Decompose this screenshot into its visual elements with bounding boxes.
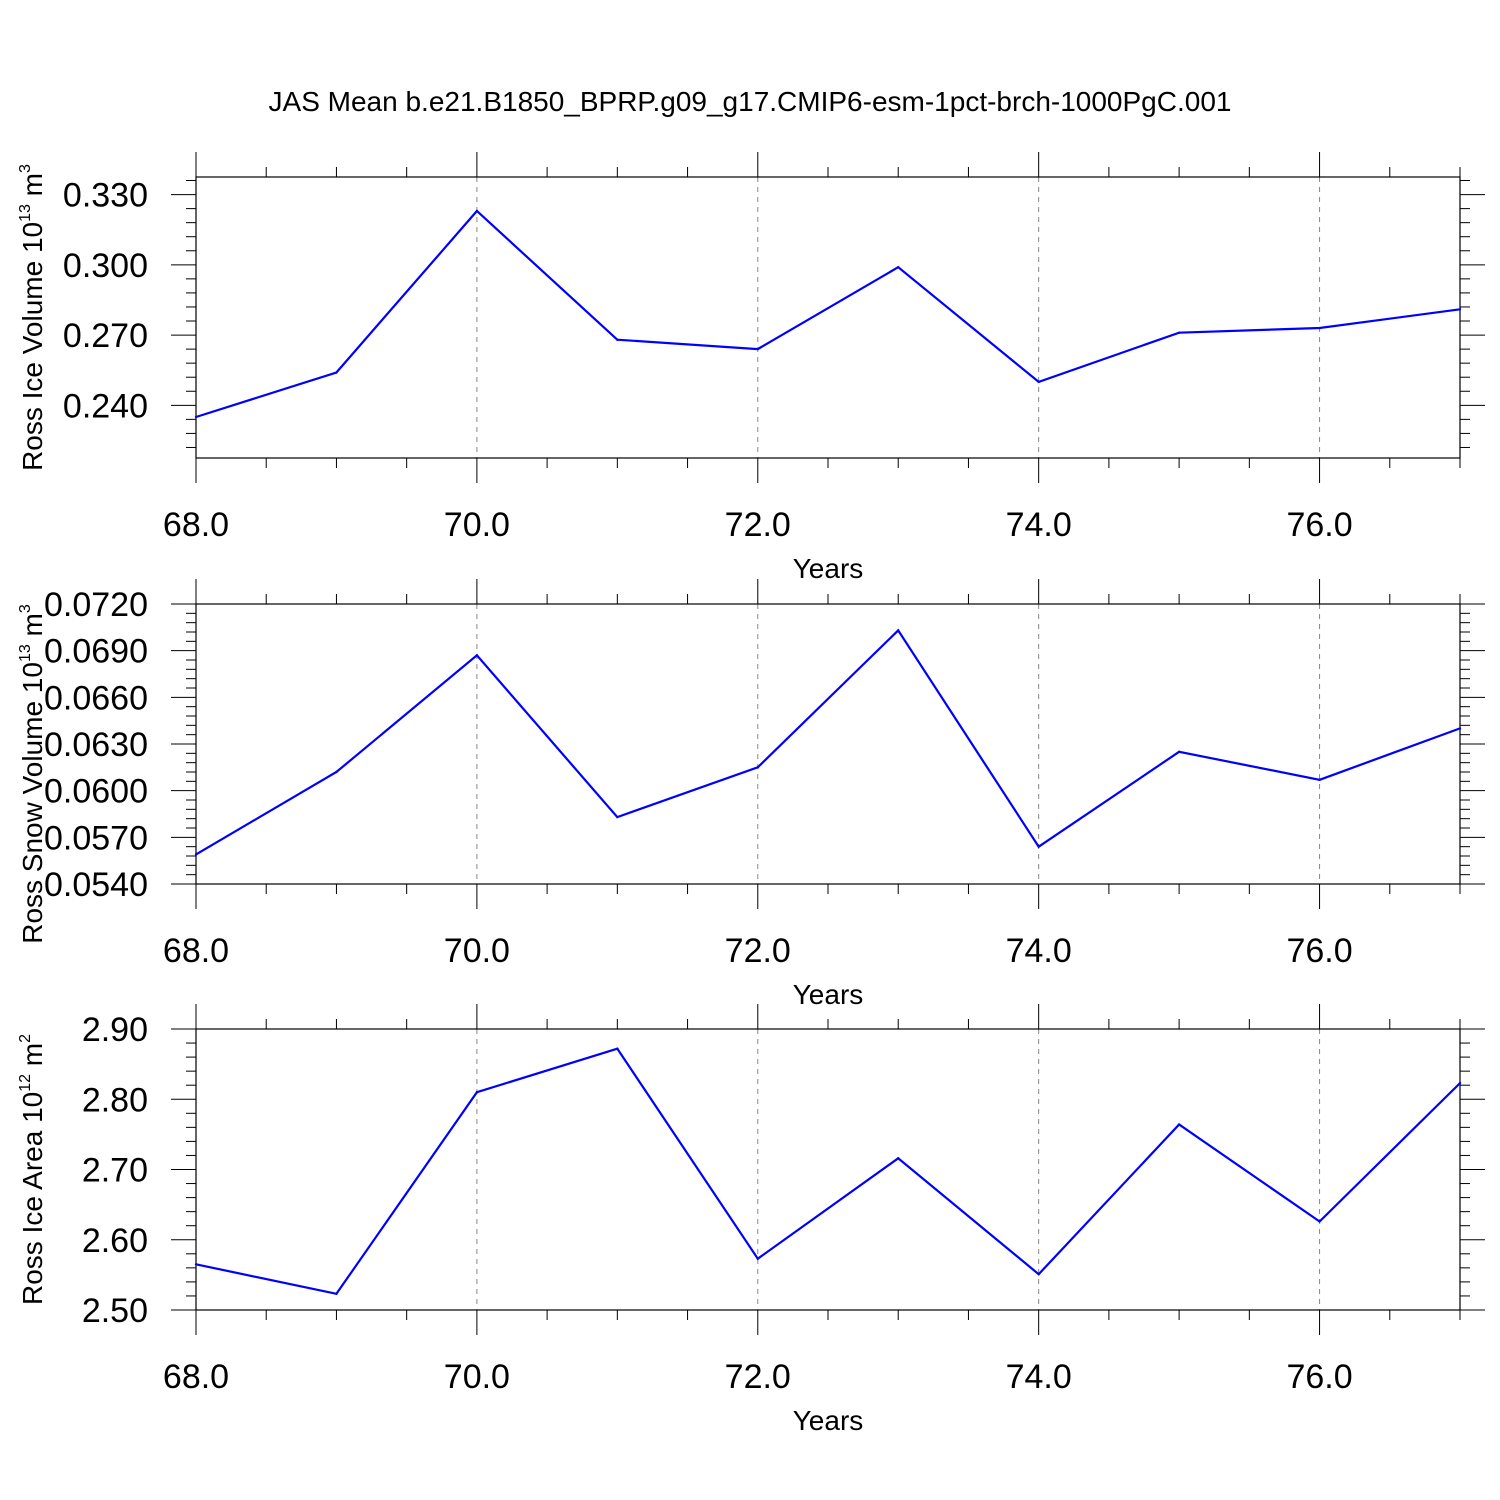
y-tick-label: 2.50 <box>82 1292 148 1330</box>
data-point <box>897 629 900 632</box>
panel-3: 2.50 2.60 2.70 2.80 2.90 68.0 70.0 72.0 74.0 76.0… <box>17 1004 1485 1436</box>
x-tick-label: 70.0 <box>444 932 510 970</box>
data-line <box>195 209 1461 419</box>
data-point <box>616 815 619 819</box>
x-axis-label: Years <box>793 979 864 1010</box>
data-point <box>756 1257 759 1260</box>
data-point <box>616 1047 619 1050</box>
y-tick-label: 0.0540 <box>44 866 148 904</box>
y-tick-label: 0.0570 <box>44 819 148 857</box>
data-point <box>616 338 619 341</box>
x-tick-label: 74.0 <box>1006 1358 1072 1396</box>
data-point <box>897 1157 900 1160</box>
data-point <box>335 371 338 374</box>
y-tick-label: 0.0630 <box>44 726 148 764</box>
x-axis-label: Years <box>793 553 864 584</box>
x-tick-label: 68.0 <box>163 506 229 544</box>
x-tick-label: 72.0 <box>725 932 791 970</box>
y-tick-label: 2.90 <box>82 1011 148 1049</box>
data-point <box>475 209 479 213</box>
x-tick-label: 72.0 <box>725 1358 791 1396</box>
x-axis-label: Years <box>793 1405 864 1436</box>
x-tick-label: 70.0 <box>444 1358 510 1396</box>
data-point <box>1037 380 1040 384</box>
x-tick-label: 74.0 <box>1006 506 1072 544</box>
data-point <box>194 853 198 856</box>
y-axis-label: Ross Snow Volume 1013 m3 <box>17 604 48 944</box>
x-tick-label: 74.0 <box>1006 932 1072 970</box>
y-tick-label: 2.80 <box>82 1081 148 1119</box>
y-tick-label: 0.0600 <box>44 773 148 811</box>
x-tick-label: 70.0 <box>444 506 510 544</box>
y-tick-label: 0.0720 <box>44 586 148 624</box>
data-point <box>335 1292 338 1296</box>
plot-frame <box>195 1028 1461 1311</box>
panel-1: 0.240 0.270 0.300 0.330 68.0 70.0 72.0 74.0 76.0… <box>17 152 1485 584</box>
data-point <box>1458 1081 1462 1085</box>
figure-title: JAS Mean b.e21.B1850_BPRP.g09_g17.CMIP6-… <box>268 86 1232 117</box>
data-point <box>1037 1272 1040 1276</box>
data-point <box>1458 727 1462 730</box>
x-tick-label: 76.0 <box>1286 932 1352 970</box>
panel-2: 0.0540 0.0570 0.0600 0.0630 0.0660 0.0690 0.07… <box>17 579 1485 1010</box>
data-point <box>335 770 338 774</box>
y-tick-label: 0.270 <box>63 317 148 355</box>
data-point <box>1318 778 1321 781</box>
y-tick-label: 2.70 <box>82 1152 148 1190</box>
data-point <box>194 1263 198 1266</box>
data-point <box>756 347 759 351</box>
y-tick-label: 0.300 <box>63 247 148 285</box>
data-point <box>1177 1123 1181 1126</box>
x-tick-label: 68.0 <box>163 1358 229 1396</box>
data-point <box>1177 750 1181 753</box>
data-point <box>1318 326 1321 330</box>
data-point <box>475 654 479 657</box>
data-point <box>756 766 759 769</box>
data-line <box>195 1047 1461 1296</box>
y-axis-label: Ross Ice Volume 1013 m3 <box>17 164 48 471</box>
data-point <box>1037 845 1040 848</box>
x-tick-label: 76.0 <box>1286 506 1352 544</box>
x-tick-label: 68.0 <box>163 932 229 970</box>
y-tick-label: 0.330 <box>63 177 148 215</box>
y-axis-label: Ross Ice Area 1012 m2 <box>17 1034 48 1305</box>
data-point <box>1318 1220 1321 1223</box>
plot-frame <box>195 603 1461 885</box>
y-tick-label: 0.0690 <box>44 633 148 671</box>
y-tick-label: 0.0660 <box>44 679 148 717</box>
data-point <box>1177 331 1181 334</box>
y-tick-label: 0.240 <box>63 387 148 425</box>
data-point <box>1458 308 1462 311</box>
data-point <box>475 1091 479 1094</box>
x-tick-label: 72.0 <box>725 506 791 544</box>
data-point <box>897 265 900 269</box>
data-point <box>194 415 198 419</box>
x-tick-label: 76.0 <box>1286 1358 1352 1396</box>
y-tick-label: 2.60 <box>82 1222 148 1260</box>
data-line <box>195 628 1461 856</box>
